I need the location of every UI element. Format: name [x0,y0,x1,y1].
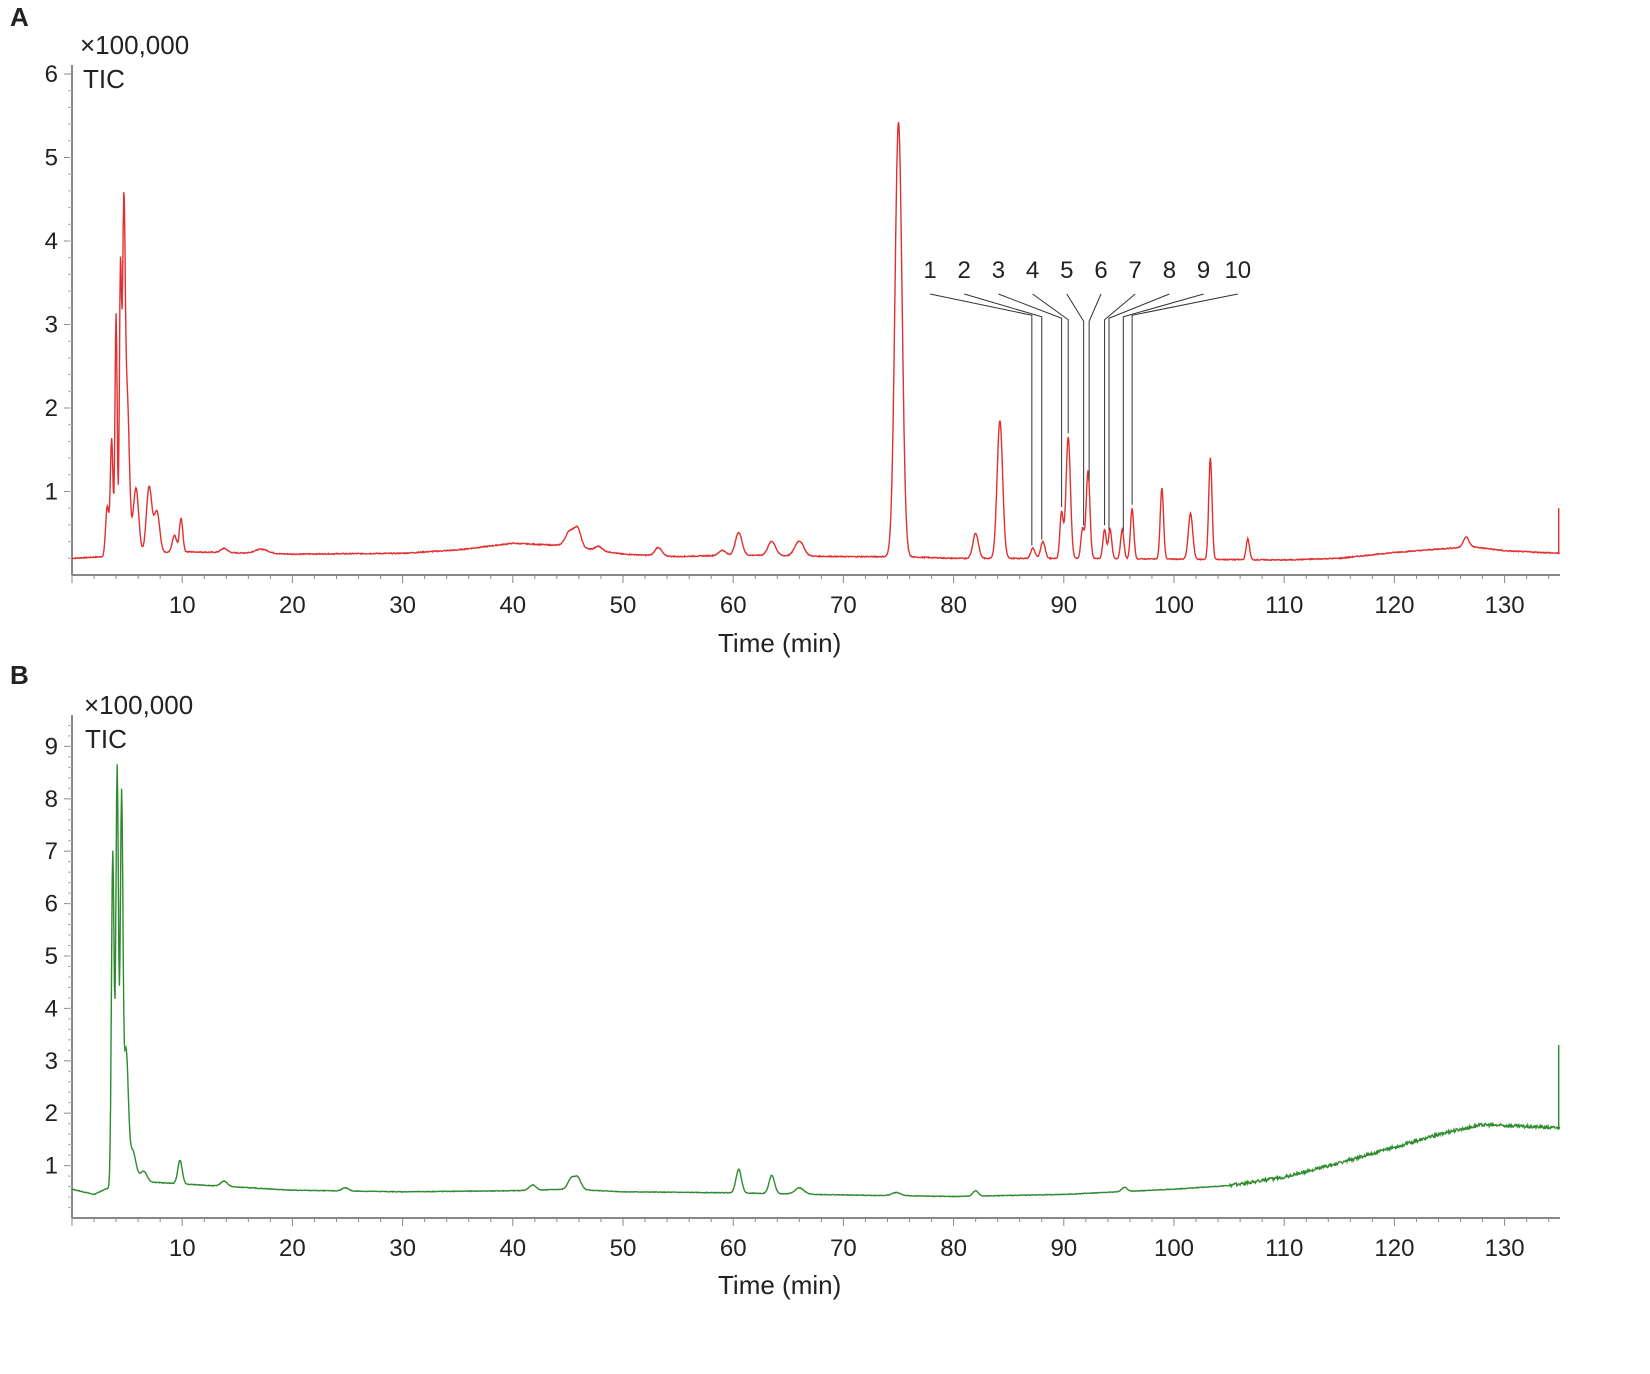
panel-a-y-tick-label: 4 [45,228,58,255]
peak-annotation-leader [964,293,1043,540]
panel-a-x-tick-label: 120 [1374,592,1414,619]
panel-a-letter: A [10,2,29,32]
panel-a-y-tick-label: 2 [45,395,58,422]
panel-a-x-tick-label: 50 [610,592,637,619]
panel-b-scale-label: ×100,000 [84,690,194,720]
panel-b-y-tick-label: 9 [45,733,58,760]
panel-a-x-tick-label: 70 [830,592,857,619]
panel-a-x-tick-label: 20 [279,592,306,619]
peak-annotation-label: 4 [1026,257,1039,284]
panel-a-x-tick-label: 40 [499,592,526,619]
peak-annotation-label: 6 [1094,257,1107,284]
panel-a-y-tick-label: 6 [45,61,58,88]
panel-b-y-tick-label: 3 [45,1048,58,1075]
panel-a-x-tick-label: 10 [169,592,196,619]
panel-a-x-tick-label: 90 [1050,592,1077,619]
peak-annotation-label: 10 [1224,257,1251,284]
panel-a-tic-trace [71,121,1560,562]
panel-a-xaxis-title: Time (min) [718,628,842,658]
panel-b-x-tick-label: 60 [720,1235,747,1262]
peak-annotation-leader [1032,293,1069,434]
panel-a-y-tick-label: 3 [45,312,58,339]
panel-b-x-tick-label: 80 [940,1235,967,1262]
peak-annotation-label: 5 [1060,257,1073,284]
peak-annotation-label: 8 [1163,257,1176,284]
panel-a-x-tick-label: 110 [1265,592,1303,619]
panel-a-x-tick-label: 130 [1485,592,1525,619]
panel-b-tic-trace [71,764,1561,1198]
peak-annotation-label: 3 [992,257,1005,284]
panel-b-y-tick-label: 6 [45,891,58,918]
panel-b-x-tick-label: 50 [610,1235,637,1262]
peak-annotation-leader [1131,293,1238,505]
panel-b-y-tick-label: 2 [45,1100,58,1127]
peak-annotation-leader [1108,293,1170,531]
peak-annotation-label: 1 [923,257,936,284]
panel-a-scale-label: ×100,000 [80,30,190,60]
panel-b-trace-label: TIC [85,724,127,754]
panel-b-y-tick-label: 5 [45,943,58,970]
peak-annotation-label: 9 [1197,257,1210,284]
panel-b-x-tick-label: 40 [499,1235,526,1262]
panel-a-x-tick-label: 60 [720,592,747,619]
panel-b-x-tick-label: 120 [1374,1235,1414,1262]
peak-annotation-label: 2 [958,257,971,284]
panel-b-letter: B [10,660,29,690]
panel-b-y-tick-label: 8 [45,786,58,813]
panel-b-x-tick-label: 90 [1050,1235,1077,1262]
peak-annotation-leader [998,293,1063,508]
panel-b-x-tick-label: 110 [1265,1235,1303,1262]
peak-annotation-leader [1104,293,1136,526]
panel-b-x-tick-label: 30 [389,1235,416,1262]
panel-b-y-tick-label: 4 [45,995,58,1022]
panel-b-x-tick-label: 20 [279,1235,306,1262]
panel-b-x-tick-label: 100 [1154,1235,1194,1262]
peak-annotation-label: 7 [1129,257,1142,284]
panel-b-x-tick-label: 10 [169,1235,196,1262]
panel-b-xaxis-title: Time (min) [718,1270,842,1300]
panel-a-y-tick-label: 5 [45,145,58,172]
peak-annotation-leader [929,293,1033,546]
panel-a-x-tick-label: 100 [1154,592,1194,619]
panel-b-x-tick-label: 70 [830,1235,857,1262]
panel-b-x-tick-label: 130 [1485,1235,1525,1262]
peak-annotation-leader [1122,293,1204,532]
panel-a-y-tick-label: 1 [45,479,58,506]
panel-b-y-tick-label: 1 [45,1153,58,1180]
panel-a-trace-label: TIC [83,64,125,94]
panel-a-x-tick-label: 30 [389,592,416,619]
peak-annotation-leader [1066,293,1085,526]
panel-a-x-tick-label: 80 [940,592,967,619]
panel-b-y-tick-label: 7 [45,838,58,865]
peak-annotation-leader [1088,293,1102,481]
